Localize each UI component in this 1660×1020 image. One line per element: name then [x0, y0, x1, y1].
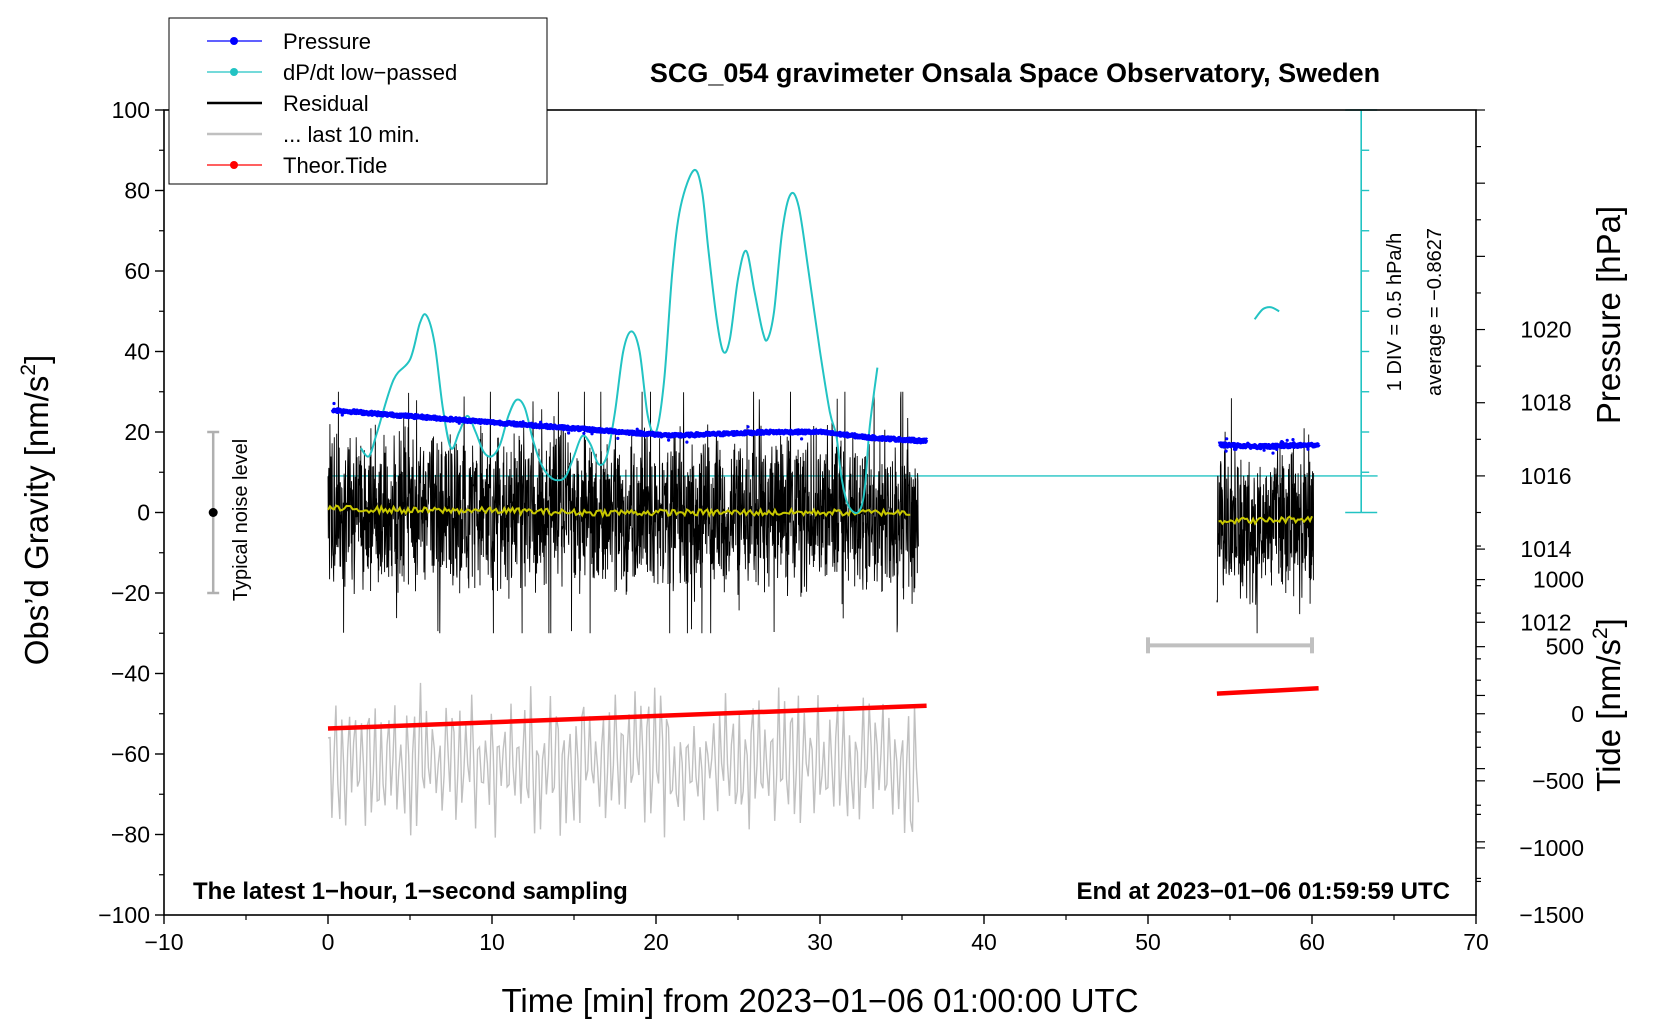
pressure-outlier-point [616, 436, 620, 440]
pressure-outlier-point [685, 440, 689, 444]
y-tick-label: 0 [137, 500, 150, 526]
pressure-outlier-point [1234, 447, 1238, 451]
pressure-axis-title: Pressure [hPa] [1590, 206, 1627, 424]
pressure-tick-label: 1016 [1520, 463, 1571, 489]
series-pressure-line-0 [330, 407, 929, 445]
pressure-outlier-point [340, 413, 344, 417]
annotation-end-time: End at 2023−01−06 01:59:59 UTC [1076, 878, 1450, 905]
x-tick-label: 20 [643, 929, 669, 955]
pressure-outlier-point [582, 431, 586, 435]
legend-label-0: Pressure [283, 29, 371, 54]
pressure-outlier-point [1224, 449, 1228, 453]
noise-level-label: Typical noise level [230, 439, 252, 601]
series-last-10-min-line-0 [327, 682, 920, 838]
y-tick-label: −20 [111, 580, 150, 606]
pressure-tick-label: 1014 [1520, 536, 1571, 562]
x-tick-label: 60 [1299, 929, 1325, 955]
legend-marker-0 [230, 37, 238, 45]
pressure-outlier-point [635, 427, 639, 431]
legend-label-3: ... last 10 min. [283, 122, 420, 147]
y-tick-label: 100 [112, 97, 150, 123]
y-tick-label: −40 [111, 661, 150, 687]
pressure-outlier-point [1291, 438, 1295, 442]
pressure-outlier-point [1271, 451, 1275, 455]
series-residual-line-0 [327, 391, 919, 634]
left-axis-title-end: ] [18, 355, 55, 364]
pressure-outlier-point [521, 420, 525, 424]
legend-label-1: dP/dt low−passed [283, 60, 457, 85]
x-tick-label: 10 [479, 929, 505, 955]
axes-layer: −10 0 10 20 30 40 50 60 70100806040200−20−40−60−… [98, 97, 1584, 955]
annotation-sampling: The latest 1−hour, 1−second sampling [193, 878, 628, 905]
x-axis-title: Time [min] from 2023−01−06 01:00:00 UTC [501, 982, 1138, 1019]
pressure-tick-label: 1018 [1520, 390, 1571, 416]
scale-average-label: average = −0.8627 [1424, 228, 1446, 396]
legend-entries: Pressure dP/dt low−passed Residual ... last… [207, 29, 457, 178]
tide-tick-label: 1000 [1533, 567, 1584, 593]
pressure-outlier-point [800, 437, 804, 441]
x-tick-label: 30 [807, 929, 833, 955]
noise-level-center-dot [208, 508, 218, 517]
tide-axis-title-end: ] [1590, 618, 1627, 627]
y-tick-label: −60 [111, 741, 150, 767]
left-axis-title: Obs’d Gravity [nm/s2] [17, 355, 55, 666]
series-tide-line-0 [327, 703, 927, 731]
tide-tick-label: 500 [1546, 634, 1584, 660]
data-layer [207, 109, 1378, 838]
series-pressure-line-1 [1216, 441, 1321, 451]
chart-title: SCG_054 gravimeter Onsala Space Observat… [650, 58, 1380, 88]
pressure-tick-label: 1012 [1520, 609, 1571, 635]
legend-label-2: Residual [283, 91, 369, 116]
series-running-mean-line-0 [327, 504, 911, 519]
legend: Pressure dP/dt low−passed Residual ... last… [168, 17, 548, 185]
pressure-outlier-point [567, 431, 571, 435]
left-axis-title-main: Obs’d Gravity [nm/s [18, 376, 55, 666]
y-tick-label: 20 [124, 419, 150, 445]
x-tick-label: 50 [1135, 929, 1161, 955]
series-running-mean-line-1 [1218, 515, 1313, 526]
pressure-outlier-point [1306, 447, 1310, 451]
pressure-outlier-point [457, 421, 461, 425]
pressure-outlier-point [746, 425, 750, 429]
scale-div-label: 1 DIV = 0.5 hPa/h [1384, 233, 1406, 391]
y-tick-label: 40 [124, 339, 150, 365]
tide-tick-label: −1000 [1519, 835, 1584, 861]
pressure-outlier-point [1285, 438, 1289, 442]
pressure-outlier-point [1292, 441, 1296, 445]
tide-axis-title: Tide [nm/s2] [1589, 618, 1627, 792]
pressure-outlier-point [539, 420, 543, 424]
left-axis-title-sup: 2 [17, 364, 40, 376]
series-residual-line-1 [1216, 398, 1315, 634]
pressure-outlier-point [1262, 448, 1266, 452]
pressure-outlier-point [590, 432, 594, 436]
tide-axis-title-main: Tide [nm/s [1590, 639, 1627, 792]
x-tick-label: 40 [971, 929, 997, 955]
pressure-tick-label: 1020 [1520, 317, 1571, 343]
tide-tick-label: −500 [1532, 768, 1584, 794]
legend-marker-4 [230, 161, 238, 169]
pressure-outlier-point [1280, 440, 1284, 444]
legend-marker-1 [230, 68, 238, 76]
y-tick-label: −100 [98, 902, 150, 928]
legend-label-4: Theor.Tide [283, 153, 387, 178]
y-tick-label: 80 [124, 178, 150, 204]
tide-tick-label: −1500 [1519, 902, 1584, 928]
x-tick-label: 70 [1463, 929, 1489, 955]
pressure-outlier-point [667, 438, 671, 442]
pressure-outlier-point [1275, 447, 1279, 451]
y-tick-label: 60 [124, 258, 150, 284]
pressure-outlier-point [332, 401, 336, 406]
pressure-outlier-point [1246, 441, 1250, 445]
tide-tick-label: 0 [1571, 701, 1584, 727]
y-tick-label: −80 [111, 822, 150, 848]
x-tick-label: −10 [144, 929, 183, 955]
legend-box [168, 17, 548, 185]
tide-axis-title-sup: 2 [1589, 627, 1612, 639]
pressure-outlier-point [1225, 437, 1229, 441]
series-dpdt-line-1 [1253, 306, 1280, 320]
series-tide-line-1 [1216, 686, 1319, 696]
x-tick-label: 0 [322, 929, 335, 955]
